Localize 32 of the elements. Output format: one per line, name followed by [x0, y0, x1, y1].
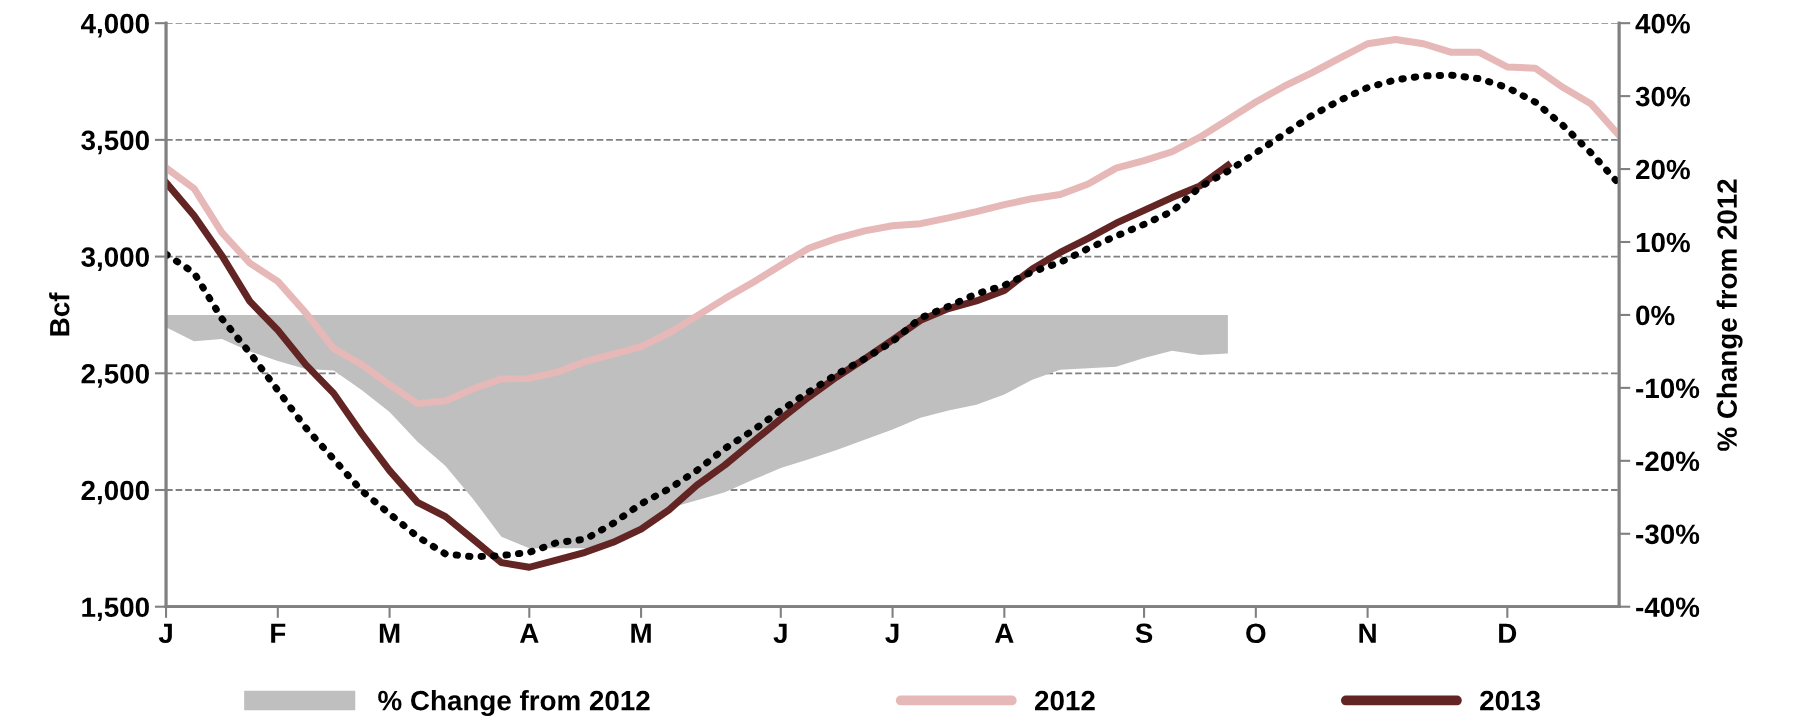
y2-tick-label: -20% — [1636, 451, 1700, 472]
y2-tick-label: 0% — [1636, 305, 1675, 326]
y-tick-label: 3,000 — [81, 247, 149, 271]
y2-tick-label: -40% — [1636, 597, 1700, 618]
legend-label: 2013 — [1480, 690, 1540, 711]
y2-tick-label: 30% — [1635, 86, 1690, 107]
x-tick-label: A — [519, 623, 539, 643]
legend-label: % Change from 2012 — [378, 690, 650, 717]
x-tick-label: O — [1246, 623, 1266, 644]
x-tick-label: J — [773, 623, 787, 644]
y2-tick-label: 10% — [1636, 232, 1690, 253]
y-tick-label: 3,500 — [81, 130, 149, 155]
x-tick-label: M — [379, 623, 400, 643]
y-tick-label: 2,000 — [81, 480, 149, 505]
x-tick-label: D — [1499, 623, 1517, 643]
y2-axis-title: % Change from 2012 — [1716, 179, 1743, 451]
x-tick-label: F — [271, 623, 286, 643]
x-tick-label: J — [158, 623, 172, 644]
y-tick-label: 4,000 — [80, 13, 149, 38]
y2-tick-label: -10% — [1636, 378, 1700, 399]
y-tick-label: 1,500 — [82, 597, 149, 622]
y-tick-label: 2,500 — [81, 363, 149, 388]
legend-label: 2012 — [1035, 690, 1095, 711]
x-tick-label: J — [885, 623, 899, 644]
x-tick-label: M — [631, 623, 651, 643]
x-tick-label: A — [995, 623, 1014, 643]
y2-tick-label: 40% — [1635, 13, 1690, 34]
x-tick-label: N — [1359, 623, 1376, 643]
y-axis-title: Bcf — [49, 292, 70, 336]
y2-tick-label: -30% — [1636, 524, 1700, 545]
y2-tick-label: 20% — [1636, 159, 1690, 180]
x-tick-label: S — [1135, 623, 1153, 644]
